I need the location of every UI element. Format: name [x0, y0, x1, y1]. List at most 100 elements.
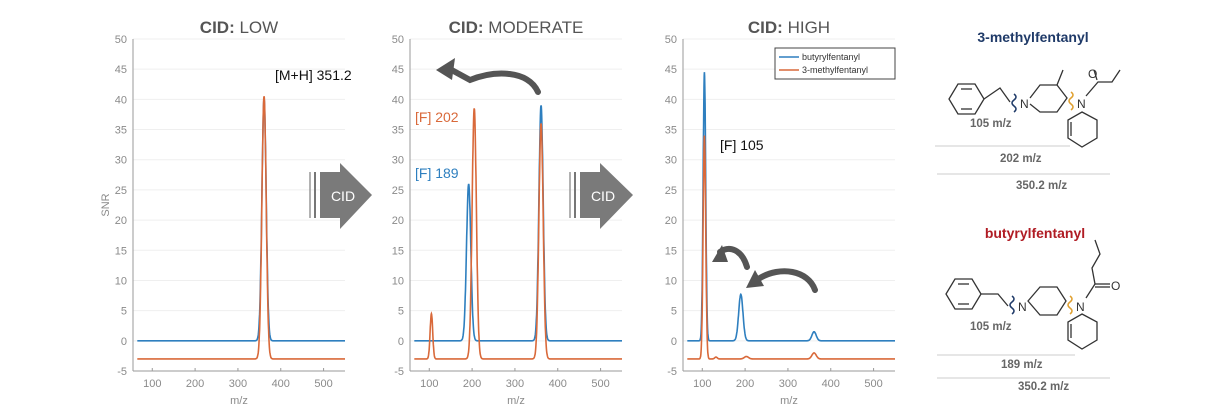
y-tick-label: 20 — [115, 215, 127, 227]
series-line-butyrylfentanyl — [414, 105, 622, 342]
y-tick-label: 30 — [115, 155, 127, 167]
y-tick-label: -5 — [667, 366, 677, 378]
y-tick-label: 25 — [392, 185, 404, 197]
chart-title-condition: LOW — [239, 18, 278, 37]
x-tick-label: 100 — [143, 378, 161, 390]
chart-panel-2: -5 0 5 10 15 20 25 30 35 40 45 50 100 200 300 400 500 m/z… — [392, 18, 622, 407]
atom-label: N — [1077, 97, 1086, 111]
fragment-label: 350.2 m/z — [1018, 381, 1069, 393]
y-tick-label: 5 — [671, 306, 677, 318]
x-tick-label: 100 — [420, 378, 438, 390]
fragment-label: 105 m/z — [970, 118, 1012, 130]
chart-panel-1: -5 0 5 10 15 20 25 30 35 40 45 50 100 200 300 400 500 m/z… — [100, 18, 352, 407]
fragment-label: 189 m/z — [1001, 359, 1043, 371]
y-tick-label: 15 — [665, 245, 677, 257]
y-tick-label: 25 — [665, 185, 677, 197]
x-tick-label: 300 — [229, 378, 247, 390]
x-tick-label: 400 — [272, 378, 290, 390]
y-tick-label: 35 — [115, 125, 127, 137]
structure-butyrylfentanyl: butyrylfentanyl N N O 105 m/z 189 m/z 35… — [937, 225, 1120, 393]
legend-entry: 3-methylfentanyl — [802, 65, 868, 75]
chart-title-condition: MODERATE — [488, 18, 583, 37]
fragment-label: 202 m/z — [1000, 153, 1042, 165]
cid-arrow-1: CID — [309, 163, 372, 229]
y-tick-label: 50 — [115, 34, 127, 46]
x-tick-label: 500 — [314, 378, 332, 390]
y-tick-label: 5 — [398, 306, 404, 318]
y-tick-label: 45 — [665, 64, 677, 76]
x-tick-label: 200 — [463, 378, 481, 390]
x-tick-label: 100 — [693, 378, 711, 390]
cid-arrow-2: CID — [569, 163, 633, 229]
y-axis-label: SNR — [100, 193, 112, 216]
legend: butyrylfentanyl 3-methylfentanyl — [774, 47, 896, 80]
fragment-label: 350.2 m/z — [1016, 180, 1067, 192]
x-axis-label: m/z — [780, 395, 798, 407]
structure-title: 3-methylfentanyl — [977, 29, 1088, 45]
y-tick-label: 10 — [115, 275, 127, 287]
y-tick-label: 30 — [392, 155, 404, 167]
y-tick-label: 35 — [665, 125, 677, 137]
atom-label: N — [1020, 97, 1029, 111]
y-tick-label: 15 — [392, 245, 404, 257]
curved-arrow — [757, 268, 818, 293]
atom-label: O — [1111, 279, 1120, 293]
atom-label: O — [1088, 67, 1097, 81]
x-tick-label: 400 — [549, 378, 567, 390]
y-tick-label: 40 — [665, 94, 677, 106]
structure-title: butyrylfentanyl — [985, 225, 1085, 241]
x-axis-label: m/z — [507, 395, 525, 407]
y-tick-label: 0 — [121, 336, 127, 348]
peak-annotation: [F] 105 — [720, 137, 764, 153]
series-line-butyrylfentanyl — [687, 72, 895, 342]
y-tick-label: 0 — [671, 336, 677, 348]
x-tick-label: 200 — [736, 378, 754, 390]
legend-box — [774, 47, 896, 80]
arrow-head — [712, 245, 728, 262]
x-tick-label: 300 — [506, 378, 524, 390]
y-tick-label: -5 — [394, 366, 404, 378]
x-axis-label: m/z — [230, 395, 248, 407]
peak-annotation: [M+H] 351.2 — [275, 67, 352, 83]
chart-title-bold: CID: — [748, 18, 788, 37]
series-line-butyrylfentanyl — [137, 99, 345, 342]
chart-title-condition: HIGH — [788, 18, 831, 37]
y-tick-label: 20 — [392, 215, 404, 227]
y-tick-label: 45 — [115, 64, 127, 76]
y-tick-label: -5 — [117, 366, 127, 378]
y-tick-label: 5 — [121, 306, 127, 318]
x-tick-label: 500 — [864, 378, 882, 390]
fragment-label: 105 m/z — [970, 321, 1012, 333]
arrow-head — [436, 58, 455, 80]
series-line-3-methylfentanyl — [414, 108, 622, 360]
atom-label: N — [1076, 300, 1085, 314]
structure-3-methylfentanyl: 3-methylfentanyl N N O 105 m/z 202 m/z 3… — [935, 29, 1121, 192]
x-tick-label: 400 — [822, 378, 840, 390]
chart-title-bold: CID: — [449, 18, 489, 37]
x-tick-label: 500 — [591, 378, 609, 390]
arrow-head — [746, 270, 764, 288]
y-tick-label: 50 — [392, 34, 404, 46]
y-tick-label: 50 — [665, 34, 677, 46]
cid-arrow-label: CID — [591, 188, 615, 204]
chart-title-bold: CID: — [200, 18, 240, 37]
y-tick-label: 45 — [392, 64, 404, 76]
y-tick-label: 25 — [115, 185, 127, 197]
chart-title: CID: MODERATE — [449, 18, 584, 37]
legend-entry: butyrylfentanyl — [802, 52, 860, 62]
series-line-3-methylfentanyl — [137, 96, 345, 360]
y-tick-label: 40 — [392, 94, 404, 106]
curved-arrow — [445, 65, 541, 95]
chart-title: CID: LOW — [200, 18, 278, 37]
y-tick-label: 15 — [115, 245, 127, 257]
x-tick-label: 200 — [186, 378, 204, 390]
cid-arrow-label: CID — [331, 188, 355, 204]
atom-label: N — [1018, 300, 1027, 314]
series-line-3-methylfentanyl — [687, 135, 895, 360]
y-tick-label: 10 — [392, 275, 404, 287]
y-tick-label: 10 — [665, 275, 677, 287]
y-tick-label: 40 — [115, 94, 127, 106]
x-tick-label: 300 — [779, 378, 797, 390]
y-tick-label: 30 — [665, 155, 677, 167]
